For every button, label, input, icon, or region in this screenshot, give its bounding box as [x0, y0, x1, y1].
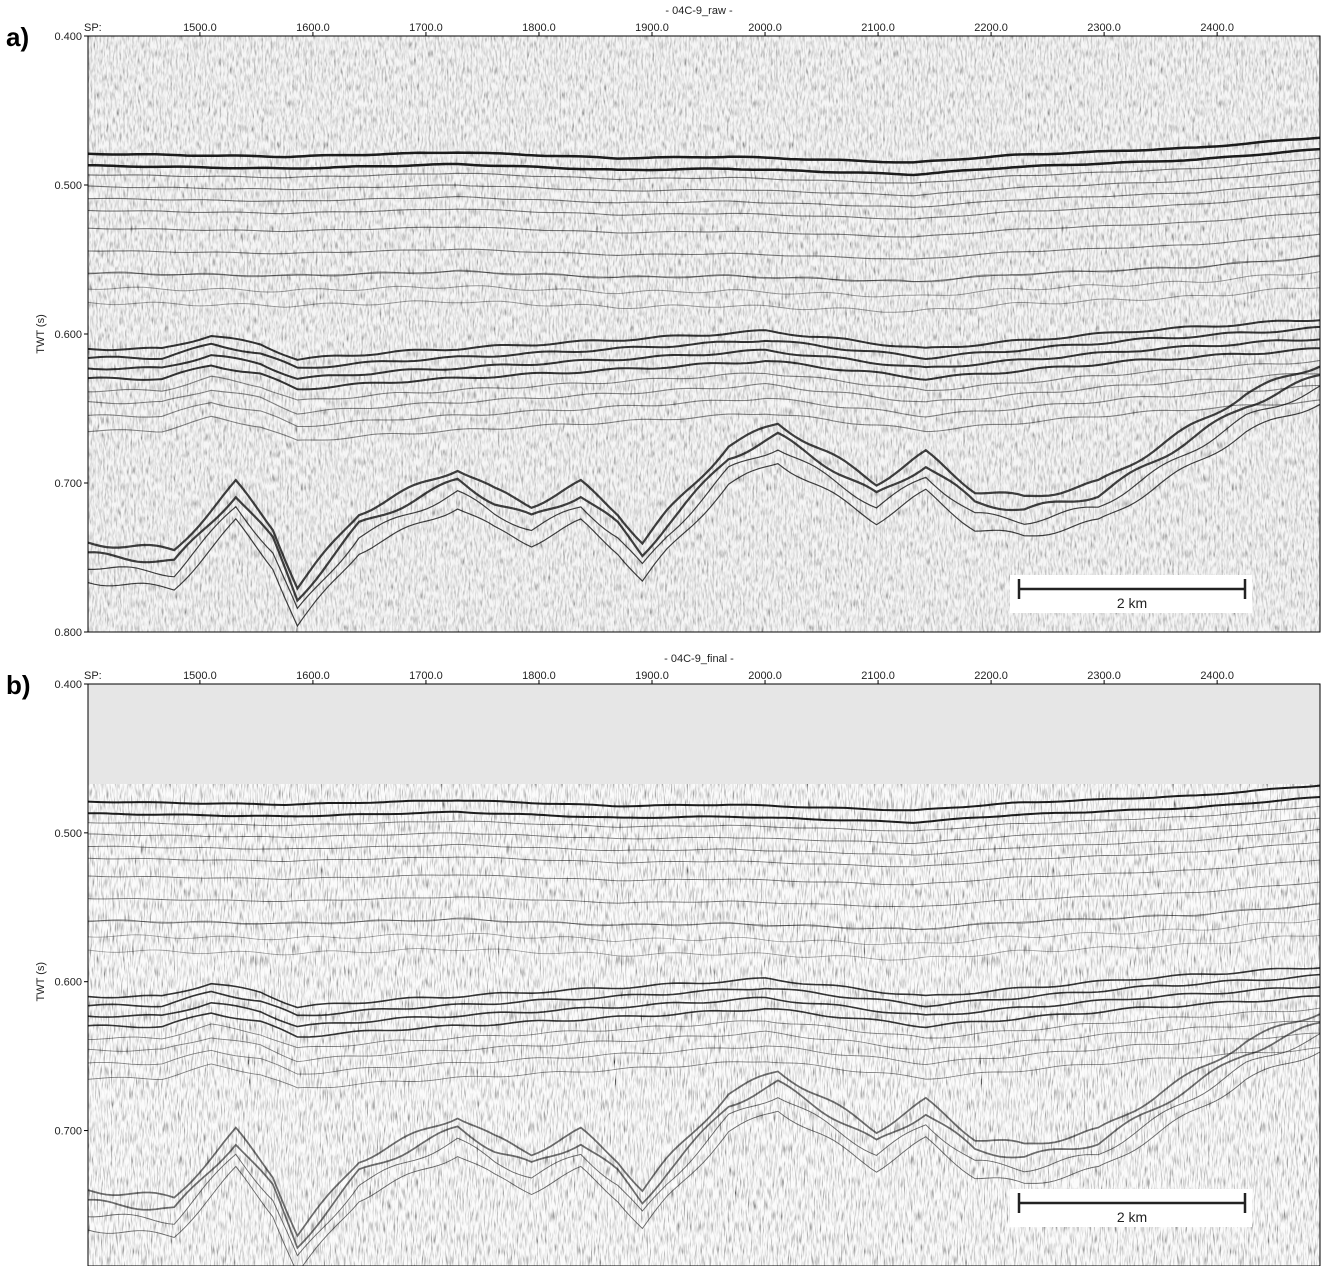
- x-tick-label: 1500.0: [183, 670, 217, 682]
- reflector: [88, 918, 1320, 945]
- section-title: - 04C-9_final -: [664, 653, 734, 665]
- x-tick-label: 2000.0: [748, 22, 782, 34]
- reflector: [88, 903, 1320, 930]
- reflector: [88, 1021, 1320, 1250]
- reflector: [88, 255, 1320, 283]
- reflector: [88, 399, 1320, 441]
- x-tick-label: 2300.0: [1087, 22, 1121, 34]
- reflector: [88, 403, 1320, 628]
- reflector: [88, 254, 1320, 283]
- y-tick-label: 0.600: [54, 329, 82, 341]
- reflector: [88, 136, 1320, 164]
- reflector: [88, 373, 1320, 603]
- reflector: [88, 841, 1320, 868]
- reflector: [88, 271, 1320, 298]
- reflector: [88, 967, 1320, 1009]
- reflector: [88, 347, 1320, 391]
- reflector: [88, 319, 1320, 361]
- reflector: [88, 233, 1320, 260]
- y-axis-label: TWT (s): [35, 314, 47, 354]
- reflector: [88, 325, 1320, 369]
- reflector: [88, 1032, 1320, 1075]
- water-column: [88, 684, 1320, 784]
- section-title: - 04C-9_raw -: [665, 5, 733, 17]
- x-axis-label: SP:: [84, 22, 102, 34]
- reflector: [88, 147, 1320, 177]
- reflector: [88, 1051, 1320, 1266]
- x-tick-label: 2300.0: [1087, 670, 1121, 682]
- x-tick-label: 2400.0: [1200, 22, 1234, 34]
- reflector: [88, 817, 1320, 845]
- y-tick-label: 0.600: [54, 977, 82, 989]
- seismic-noise: [88, 36, 1320, 632]
- reflector: [88, 338, 1320, 380]
- reflector: [88, 181, 1320, 208]
- panel: a) - 04C-9_raw - SP: TWT (s) 1500.0 1600.0 170…: [6, 5, 1321, 639]
- y-tick-label: 0.400: [54, 679, 82, 691]
- reflector: [88, 796, 1320, 824]
- plot-frame: [87, 683, 1321, 1266]
- reflector: [88, 986, 1320, 1028]
- panel-label: a): [6, 22, 29, 52]
- reflector: [88, 902, 1320, 931]
- scale-bar-box: [1010, 575, 1252, 613]
- reflector: [88, 881, 1320, 908]
- reflector: [88, 859, 1320, 886]
- y-tick-label: 0.700: [54, 1126, 82, 1138]
- scale-bar-box: [1010, 1189, 1252, 1227]
- x-tick-label: 2100.0: [861, 670, 895, 682]
- y-axis-label: TWT (s): [35, 962, 47, 1002]
- y-tick-label: 0.400: [54, 31, 82, 43]
- x-tick-label: 2100.0: [861, 22, 895, 34]
- x-tick-label: 1800.0: [522, 22, 556, 34]
- x-tick-label: 2000.0: [748, 670, 782, 682]
- reflector: [88, 193, 1320, 220]
- reflector: [88, 365, 1320, 591]
- scale-bar-label: 2 km: [1117, 1209, 1147, 1225]
- panel: b) - 04C-9_final - SP: TWT (s) 1500.0 1600.0 1…: [6, 653, 1321, 1266]
- reflector: [88, 1013, 1320, 1238]
- reflector: [88, 1033, 1320, 1257]
- reflector: [88, 784, 1320, 812]
- reflector: [88, 1020, 1320, 1063]
- x-tick-label: 2200.0: [974, 670, 1008, 682]
- reflector: [88, 359, 1320, 401]
- x-tick-label: 1700.0: [409, 22, 443, 34]
- x-tick-label: 1600.0: [296, 670, 330, 682]
- reflector: [88, 287, 1320, 313]
- seismic-image: [88, 36, 1320, 632]
- reflector: [88, 157, 1320, 184]
- x-tick-label: 1500.0: [183, 22, 217, 34]
- reflector: [88, 935, 1320, 961]
- x-axis-label: SP:: [84, 670, 102, 682]
- x-tick-label: 1900.0: [635, 670, 669, 682]
- reflector: [88, 805, 1320, 832]
- reflector: [88, 169, 1320, 197]
- reflector: [88, 385, 1320, 610]
- x-tick-label: 1800.0: [522, 670, 556, 682]
- scale-bar-label: 2 km: [1117, 595, 1147, 611]
- reflector: [88, 995, 1320, 1038]
- x-tick-label: 1900.0: [635, 22, 669, 34]
- panel-label: b): [6, 670, 31, 700]
- y-tick-label: 0.800: [54, 627, 82, 639]
- reflector: [88, 973, 1320, 1017]
- x-tick-label: 2200.0: [974, 22, 1008, 34]
- x-tick-label: 1600.0: [296, 22, 330, 34]
- y-tick-label: 0.700: [54, 478, 82, 490]
- seismic-image: [88, 684, 1320, 1266]
- reflector: [88, 1007, 1320, 1049]
- y-tick-label: 0.500: [54, 828, 82, 840]
- x-tick-label: 2400.0: [1200, 670, 1234, 682]
- reflector: [88, 828, 1320, 856]
- y-tick-label: 0.500: [54, 180, 82, 192]
- reflector: [88, 373, 1320, 415]
- x-tick-label: 1700.0: [409, 670, 443, 682]
- reflector: [88, 211, 1320, 238]
- reflector: [88, 384, 1320, 428]
- reflector: [88, 1047, 1320, 1089]
